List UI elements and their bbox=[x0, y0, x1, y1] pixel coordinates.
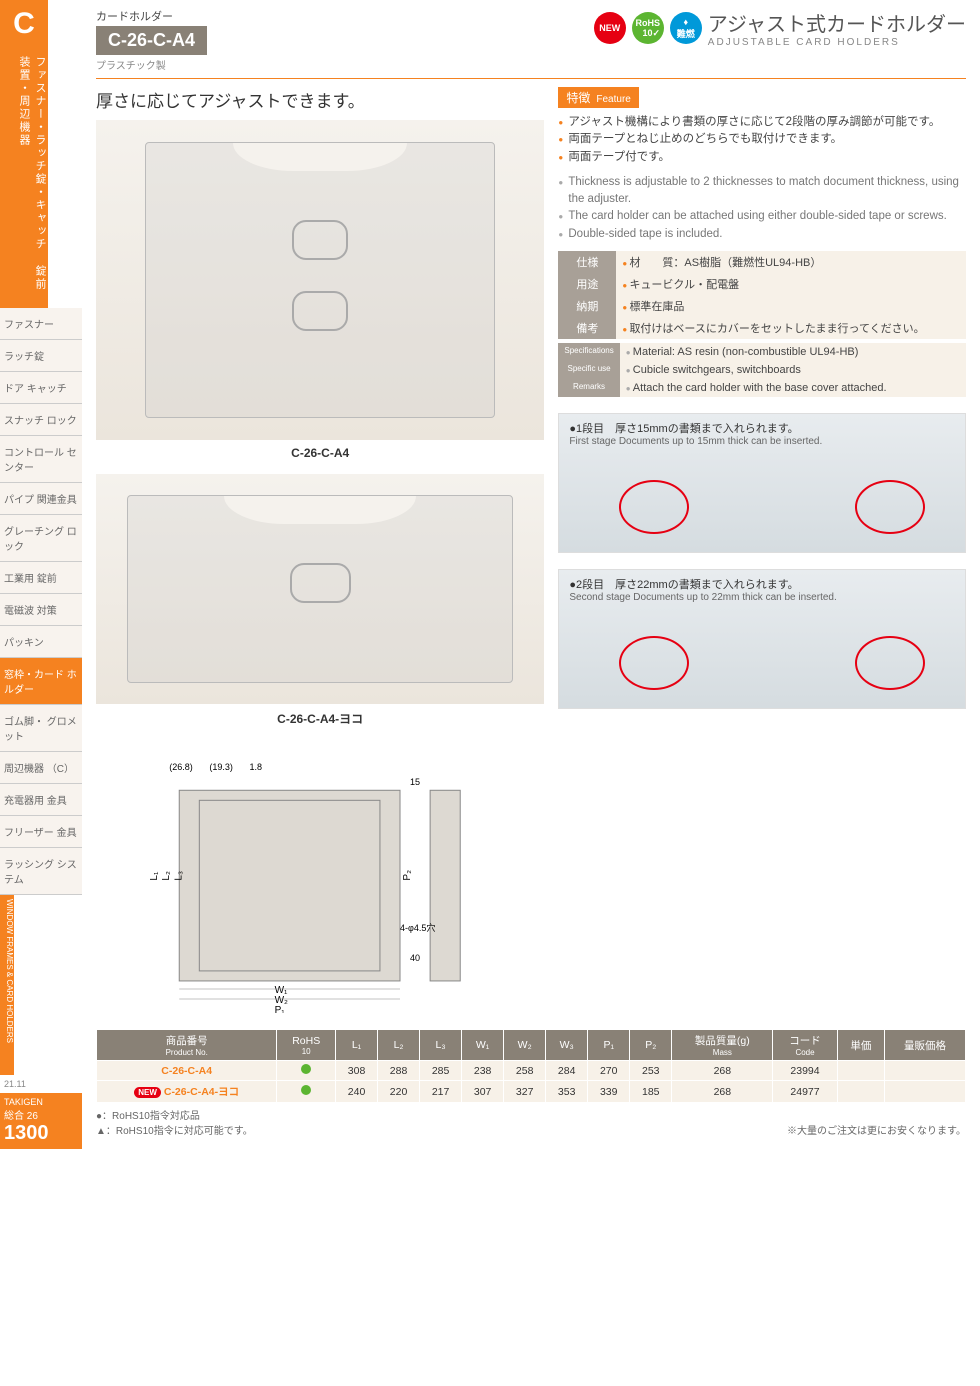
nav-item[interactable]: 充電器用 金具 bbox=[0, 784, 82, 816]
svg-text:L₃: L₃ bbox=[174, 871, 185, 881]
svg-text:P₁: P₁ bbox=[275, 1005, 286, 1012]
caption-1: C-26-C-A4 bbox=[96, 446, 544, 460]
nav-item[interactable]: パイプ 関連金具 bbox=[0, 483, 82, 515]
product-image-2 bbox=[96, 474, 544, 704]
new-badge: NEW bbox=[594, 12, 626, 44]
dimension-table: 商品番号Product No.RoHS10L₁L₂L₃W₁W₂W₃P₁P₂製品質… bbox=[96, 1029, 966, 1103]
nav-item[interactable]: フリーザー 金具 bbox=[0, 816, 82, 848]
fire-badge: ♦難燃 bbox=[670, 12, 702, 44]
features-jp: アジャスト機構により書類の厚さに応じて2段階の厚み調節が可能です。両面テープとね… bbox=[558, 114, 966, 166]
svg-text:L₁: L₁ bbox=[150, 871, 161, 881]
sidebar: C ファスナー・ラッチ錠・キャッチ 錠前装置・周辺機器 ファスナーラッチ錠ドア … bbox=[0, 0, 82, 1149]
nav-item[interactable]: スナッチ ロック bbox=[0, 404, 82, 436]
note-2: ▲：RoHS10指令に対応可能です。 bbox=[96, 1126, 253, 1137]
detail-2-en: Second stage Documents up to 22mm thick … bbox=[569, 592, 955, 603]
note-right: ※大量のご注文は更にお安くなります。 bbox=[787, 1122, 966, 1137]
svg-text:(19.3): (19.3) bbox=[210, 763, 234, 773]
catalog-label: 総合 26 bbox=[4, 1107, 78, 1122]
category-letter: C bbox=[0, 0, 48, 48]
feature-item: Double-sided tape is included. bbox=[558, 226, 966, 243]
rohs-badge: RoHS10✓ bbox=[632, 12, 664, 44]
nav-list: ファスナーラッチ錠ドア キャッチスナッチ ロックコントロール センターパイプ 関… bbox=[0, 308, 82, 895]
nav-item[interactable]: グレーチング ロック bbox=[0, 515, 82, 562]
title-jp: アジャスト式カードホルダー bbox=[708, 8, 966, 37]
features-en: Thickness is adjustable to 2 thicknesses… bbox=[558, 174, 966, 243]
material-label: プラスチック製 bbox=[96, 57, 207, 72]
brand-label: TAKIGEN bbox=[4, 1097, 78, 1107]
table-notes: ●：RoHS10指令対応品 ▲：RoHS10指令に対応可能です。 ※大量のご注文… bbox=[96, 1107, 966, 1137]
feature-item: 両面テープとねじ止めのどちらでも取付けできます。 bbox=[558, 131, 966, 148]
nav-item[interactable]: ドア キャッチ bbox=[0, 372, 82, 404]
nav-item[interactable]: ゴム脚・ グロメット bbox=[0, 705, 82, 752]
part-number: C-26-C-A4 bbox=[96, 26, 207, 55]
detail-1-en: First stage Documents up to 15mm thick c… bbox=[569, 436, 955, 447]
detail-photo-2: ●2段目 厚さ22mmの書類まで入れられます。 Second stage Doc… bbox=[558, 569, 966, 709]
main-content: カードホルダー C-26-C-A4 プラスチック製 NEW RoHS10✓ ♦難… bbox=[82, 0, 980, 1149]
detail-1-jp: ●1段目 厚さ15mmの書類まで入れられます。 bbox=[569, 420, 955, 436]
table-row: C-26-C-A43082882852382582842702532682399… bbox=[97, 1061, 966, 1081]
svg-text:40: 40 bbox=[411, 953, 421, 963]
nav-item[interactable]: パッキン bbox=[0, 626, 82, 658]
revision-date: 21.11 bbox=[0, 1075, 82, 1093]
svg-text:L₂: L₂ bbox=[162, 871, 173, 881]
nav-item[interactable]: コントロール センター bbox=[0, 436, 82, 483]
left-column: 厚さに応じてアジャストできます。 C-26-C-A4 C-26-C-A4-ヨコ … bbox=[96, 87, 544, 1021]
spec-table-en: SpecificationsMaterial: AS resin (non-co… bbox=[558, 343, 966, 397]
page-footer: TAKIGEN 総合 26 1300 bbox=[0, 1093, 82, 1149]
detail-photo-1: ●1段目 厚さ15mmの書類まで入れられます。 First stage Docu… bbox=[558, 413, 966, 553]
technical-drawing: L₁ L₂ L₃ P₂ (26.8) (19.3) 1.8 15 4-φ4.5穴… bbox=[96, 741, 544, 1021]
svg-text:1.8: 1.8 bbox=[250, 763, 263, 773]
nav-spacer: WINDOW FRAMES & CARD HOLDERS bbox=[0, 895, 14, 1075]
nav-item[interactable]: 電磁波 対策 bbox=[0, 594, 82, 626]
header: カードホルダー C-26-C-A4 プラスチック製 NEW RoHS10✓ ♦難… bbox=[96, 8, 966, 72]
svg-text:(26.8): (26.8) bbox=[170, 763, 194, 773]
category-vertical: ファスナー・ラッチ錠・キャッチ 錠前装置・周辺機器 bbox=[0, 48, 48, 308]
product-image-1 bbox=[96, 120, 544, 440]
note-1: ●：RoHS10指令対応品 bbox=[96, 1111, 200, 1122]
nav-item[interactable]: 周辺機器 （C） bbox=[0, 752, 82, 784]
nav-item[interactable]: ラッシング システム bbox=[0, 848, 82, 895]
svg-text:P₂: P₂ bbox=[403, 870, 414, 881]
feature-heading: 特徴Feature bbox=[558, 87, 638, 108]
caption-2: C-26-C-A4-ヨコ bbox=[96, 710, 544, 727]
page-number: 1300 bbox=[4, 1122, 78, 1145]
spec-table-jp: 仕様材 質：AS樹脂（難燃性UL94-HB）用途キュービクル・配電盤納期標準在庫… bbox=[558, 251, 966, 339]
feature-item: The card holder can be attached using ei… bbox=[558, 208, 966, 225]
svg-text:15: 15 bbox=[411, 778, 421, 788]
tagline: 厚さに応じてアジャストできます。 bbox=[96, 87, 544, 112]
nav-item[interactable]: 窓枠・カード ホルダー bbox=[0, 658, 82, 705]
detail-2-jp: ●2段目 厚さ22mmの書類まで入れられます。 bbox=[569, 576, 955, 592]
breadcrumb: カードホルダー bbox=[96, 8, 207, 24]
nav-item[interactable]: 工業用 錠前 bbox=[0, 562, 82, 594]
right-column: 特徴Feature アジャスト機構により書類の厚さに応じて2段階の厚み調節が可能… bbox=[558, 87, 966, 1021]
nav-item[interactable]: ラッチ錠 bbox=[0, 340, 82, 372]
feature-item: 両面テープ付です。 bbox=[558, 149, 966, 166]
nav-item[interactable]: ファスナー bbox=[0, 308, 82, 340]
table-row: NEW C-26-C-A4-ヨコ240220217307327353339185… bbox=[97, 1081, 966, 1103]
svg-text:4-φ4.5穴: 4-φ4.5穴 bbox=[400, 922, 435, 933]
feature-item: アジャスト機構により書類の厚さに応じて2段階の厚み調節が可能です。 bbox=[558, 114, 966, 131]
feature-item: Thickness is adjustable to 2 thicknesses… bbox=[558, 174, 966, 209]
title-en: ADJUSTABLE CARD HOLDERS bbox=[708, 37, 966, 48]
